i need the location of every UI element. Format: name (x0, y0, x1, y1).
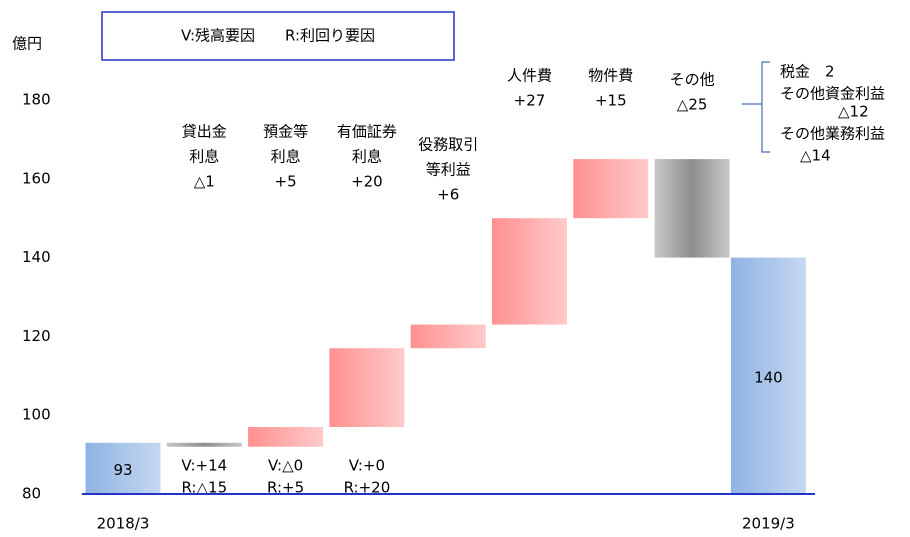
y-tick-label: 100 (22, 406, 51, 424)
category-label: 役務取引 (418, 136, 478, 154)
bar-step (248, 427, 324, 447)
category-label: 有価証券 (337, 123, 397, 141)
bracket (742, 61, 770, 153)
category-label: 物件費 (588, 67, 633, 85)
bar-end (730, 257, 806, 494)
category-label: 人件費 (507, 67, 552, 85)
category-label: 貸出金 (182, 123, 227, 141)
y-tick-label: 180 (22, 91, 51, 109)
value-label: +20 (351, 173, 383, 191)
note: V:+0 (349, 457, 385, 475)
category-label: その他 (670, 71, 715, 89)
category-label: 利息 (189, 148, 219, 166)
y-tick-label: 160 (22, 169, 51, 187)
bar-start (85, 442, 161, 494)
value-label: △1 (194, 173, 215, 191)
value-label: +6 (437, 186, 459, 204)
category-label: 預金等 (263, 123, 308, 141)
bar-step (573, 159, 649, 219)
legend-text: V:残高要因 R:利回り要因 (181, 27, 375, 45)
side-note: その他業務利益 (780, 125, 885, 143)
value-label: +27 (514, 92, 546, 110)
value-label: △25 (677, 96, 708, 114)
note: R:+5 (267, 479, 304, 497)
bar-step (166, 442, 242, 447)
y-tick-label: 140 (22, 248, 51, 266)
bar-label: 140 (754, 368, 783, 386)
bar-step (654, 159, 730, 258)
note: R:+20 (344, 479, 391, 497)
note: V:+14 (181, 457, 227, 475)
note: R:△15 (181, 479, 227, 497)
note: V:△0 (268, 457, 303, 475)
x-label: 2018/3 (97, 515, 150, 533)
category-label: 利息 (271, 148, 301, 166)
category-label: 利息 (352, 148, 382, 166)
bar-label: 93 (113, 461, 132, 479)
side-note: 税金 2 (780, 63, 835, 81)
value-label: +5 (275, 173, 297, 191)
bar-step (410, 324, 486, 349)
legend-box (101, 11, 455, 61)
bar-step (492, 218, 567, 325)
value-label: +15 (595, 92, 627, 110)
x-label: 2019/3 (742, 515, 795, 533)
y-tick-label: 120 (22, 327, 51, 345)
side-note: その他資金利益 (780, 85, 885, 103)
side-note: △14 (800, 147, 831, 165)
side-note: △12 (838, 103, 869, 121)
y-axis-label: 億円 (12, 35, 42, 53)
y-tick-label: 80 (22, 485, 41, 503)
bar-step (329, 348, 405, 428)
category-label: 等利益 (426, 161, 471, 179)
